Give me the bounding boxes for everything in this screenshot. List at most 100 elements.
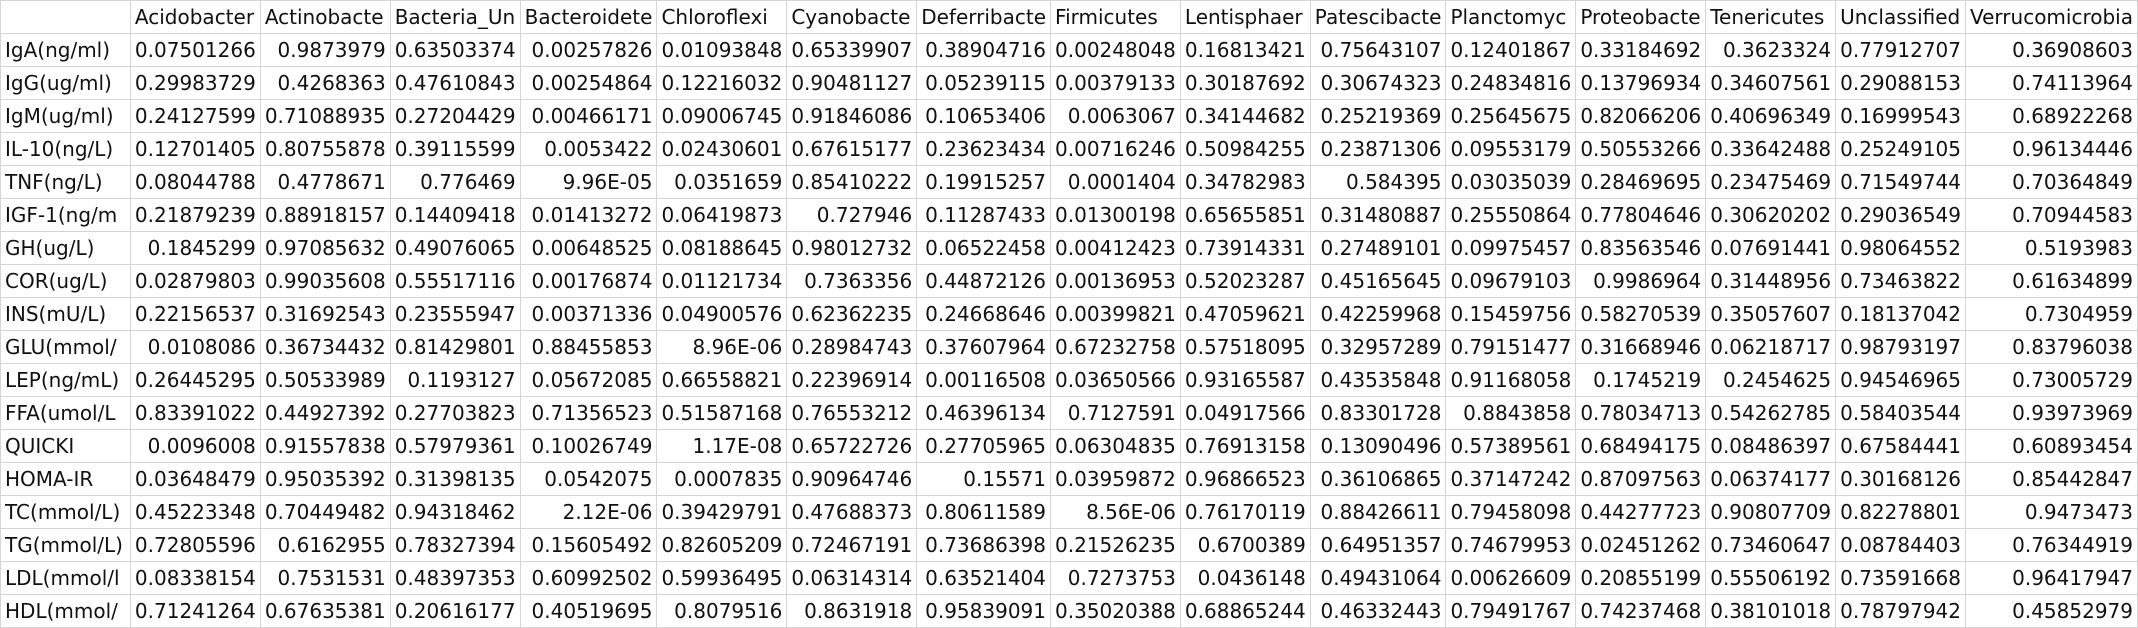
value-cell[interactable]: 0.24668646 [916, 297, 1052, 331]
value-cell[interactable]: 0.30168126 [1835, 462, 1966, 496]
value-cell[interactable]: 0.09975457 [1445, 231, 1577, 265]
value-cell[interactable]: 0.20616177 [389, 594, 521, 628]
value-cell[interactable]: 0.88455853 [519, 330, 658, 364]
value-cell[interactable]: 0.83391022 [129, 396, 261, 430]
value-cell[interactable]: 0.30620202 [1705, 198, 1837, 232]
value-cell[interactable]: 0.60893454 [1965, 429, 2138, 463]
value-cell[interactable]: 0.02879803 [129, 264, 261, 298]
value-cell[interactable]: 0.7304959 [1965, 297, 2138, 331]
value-cell[interactable]: 0.78034713 [1575, 396, 1707, 430]
value-cell[interactable]: 0.13796934 [1575, 66, 1707, 100]
value-cell[interactable]: 1.17E-08 [656, 429, 788, 463]
row-label-cell[interactable]: IL-10(ng/L) [0, 132, 131, 166]
value-cell[interactable]: 0.39115599 [389, 132, 521, 166]
value-cell[interactable]: 0.06522458 [916, 231, 1052, 265]
value-cell[interactable]: 0.34144682 [1179, 99, 1311, 133]
column-header-cell[interactable]: Tenericutes [1705, 0, 1837, 34]
value-cell[interactable]: 0.73686398 [916, 528, 1052, 562]
value-cell[interactable]: 0.6162955 [259, 528, 391, 562]
value-cell[interactable]: 0.00648525 [519, 231, 658, 265]
value-cell[interactable]: 0.29088153 [1835, 66, 1966, 100]
value-cell[interactable]: 0.40696349 [1705, 99, 1837, 133]
value-cell[interactable]: 0.95839091 [916, 594, 1052, 628]
value-cell[interactable]: 0.63521404 [916, 561, 1052, 595]
value-cell[interactable]: 0.15459756 [1445, 297, 1577, 331]
value-cell[interactable]: 0.02451262 [1575, 528, 1707, 562]
value-cell[interactable]: 0.31398135 [389, 462, 521, 496]
value-cell[interactable]: 0.00248048 [1050, 33, 1181, 67]
column-header-cell[interactable]: Deferribacte [916, 0, 1052, 34]
value-cell[interactable]: 0.98793197 [1835, 330, 1966, 364]
column-header-cell[interactable]: Firmicutes [1050, 0, 1181, 34]
column-header-cell[interactable]: Unclassified [1835, 0, 1966, 34]
value-cell[interactable]: 0.48397353 [389, 561, 521, 595]
value-cell[interactable]: 0.10026749 [519, 429, 658, 463]
value-cell[interactable]: 0.59936495 [656, 561, 788, 595]
row-label-cell[interactable]: COR(ug/L) [0, 264, 131, 298]
value-cell[interactable]: 0.73591668 [1835, 561, 1966, 595]
value-cell[interactable]: 0.8843858 [1445, 396, 1577, 430]
value-cell[interactable]: 0.36106865 [1309, 462, 1447, 496]
value-cell[interactable]: 0.66558821 [656, 363, 788, 397]
value-cell[interactable]: 0.27204429 [389, 99, 521, 133]
value-cell[interactable]: 0.72805596 [129, 528, 261, 562]
value-cell[interactable]: 0.0436148 [1179, 561, 1311, 595]
value-cell[interactable]: 0.19915257 [916, 165, 1052, 199]
value-cell[interactable]: 0.04900576 [656, 297, 788, 331]
value-cell[interactable]: 0.36734432 [259, 330, 391, 364]
value-cell[interactable]: 0.6700389 [1179, 528, 1311, 562]
value-cell[interactable]: 0.16813421 [1179, 33, 1311, 67]
row-label-cell[interactable]: TC(mmol/L) [0, 495, 131, 529]
row-label-cell[interactable]: IGF-1(ng/m [0, 198, 131, 232]
value-cell[interactable]: 0.09006745 [656, 99, 788, 133]
value-cell[interactable]: 0.67232758 [1050, 330, 1181, 364]
value-cell[interactable]: 0.13090496 [1309, 429, 1447, 463]
value-cell[interactable]: 0.03648479 [129, 462, 261, 496]
value-cell[interactable]: 0.68865244 [1179, 594, 1311, 628]
value-cell[interactable]: 0.9873979 [259, 33, 391, 67]
value-cell[interactable]: 0.18137042 [1835, 297, 1966, 331]
value-cell[interactable]: 0.28469695 [1575, 165, 1707, 199]
value-cell[interactable]: 0.57389561 [1445, 429, 1577, 463]
value-cell[interactable]: 0.88918157 [259, 198, 391, 232]
value-cell[interactable]: 0.36908603 [1965, 33, 2138, 67]
value-cell[interactable]: 0.06218717 [1705, 330, 1837, 364]
value-cell[interactable]: 0.73460647 [1705, 528, 1837, 562]
value-cell[interactable]: 0.05672085 [519, 363, 658, 397]
value-cell[interactable]: 0.57518095 [1179, 330, 1311, 364]
value-cell[interactable]: 0.75643107 [1309, 33, 1447, 67]
value-cell[interactable]: 0.776469 [389, 165, 521, 199]
value-cell[interactable]: 0.85410222 [786, 165, 918, 199]
row-label-cell[interactable]: TG(mmol/L) [0, 528, 131, 562]
value-cell[interactable]: 0.00412423 [1050, 231, 1181, 265]
value-cell[interactable]: 0.12401867 [1445, 33, 1577, 67]
value-cell[interactable]: 0.65655851 [1179, 198, 1311, 232]
value-cell[interactable]: 0.5193983 [1965, 231, 2138, 265]
value-cell[interactable]: 0.76344919 [1965, 528, 2138, 562]
value-cell[interactable]: 0.96417947 [1965, 561, 2138, 595]
value-cell[interactable]: 0.31448956 [1705, 264, 1837, 298]
value-cell[interactable]: 0.98064552 [1835, 231, 1966, 265]
value-cell[interactable]: 0.47610843 [389, 66, 521, 100]
value-cell[interactable]: 0.31668946 [1575, 330, 1707, 364]
value-cell[interactable]: 0.44927392 [259, 396, 391, 430]
value-cell[interactable]: 0.01300198 [1050, 198, 1181, 232]
value-cell[interactable]: 0.39429791 [656, 495, 788, 529]
value-cell[interactable]: 0.63503374 [389, 33, 521, 67]
value-cell[interactable]: 0.0001404 [1050, 165, 1181, 199]
value-cell[interactable]: 0.78327394 [389, 528, 521, 562]
value-cell[interactable]: 0.87097563 [1575, 462, 1707, 496]
value-cell[interactable]: 0.90807709 [1705, 495, 1837, 529]
value-cell[interactable]: 0.43535848 [1309, 363, 1447, 397]
value-cell[interactable]: 0.23475469 [1705, 165, 1837, 199]
row-label-cell[interactable]: IgG(ug/ml) [0, 66, 131, 100]
value-cell[interactable]: 0.50553266 [1575, 132, 1707, 166]
value-cell[interactable]: 0.91168058 [1445, 363, 1577, 397]
value-cell[interactable]: 0.01413272 [519, 198, 658, 232]
value-cell[interactable]: 0.24834816 [1445, 66, 1577, 100]
value-cell[interactable]: 0.71241264 [129, 594, 261, 628]
value-cell[interactable]: 0.7273753 [1050, 561, 1181, 595]
value-cell[interactable]: 0.15605492 [519, 528, 658, 562]
value-cell[interactable]: 0.97085632 [259, 231, 391, 265]
value-cell[interactable]: 0.00257826 [519, 33, 658, 67]
